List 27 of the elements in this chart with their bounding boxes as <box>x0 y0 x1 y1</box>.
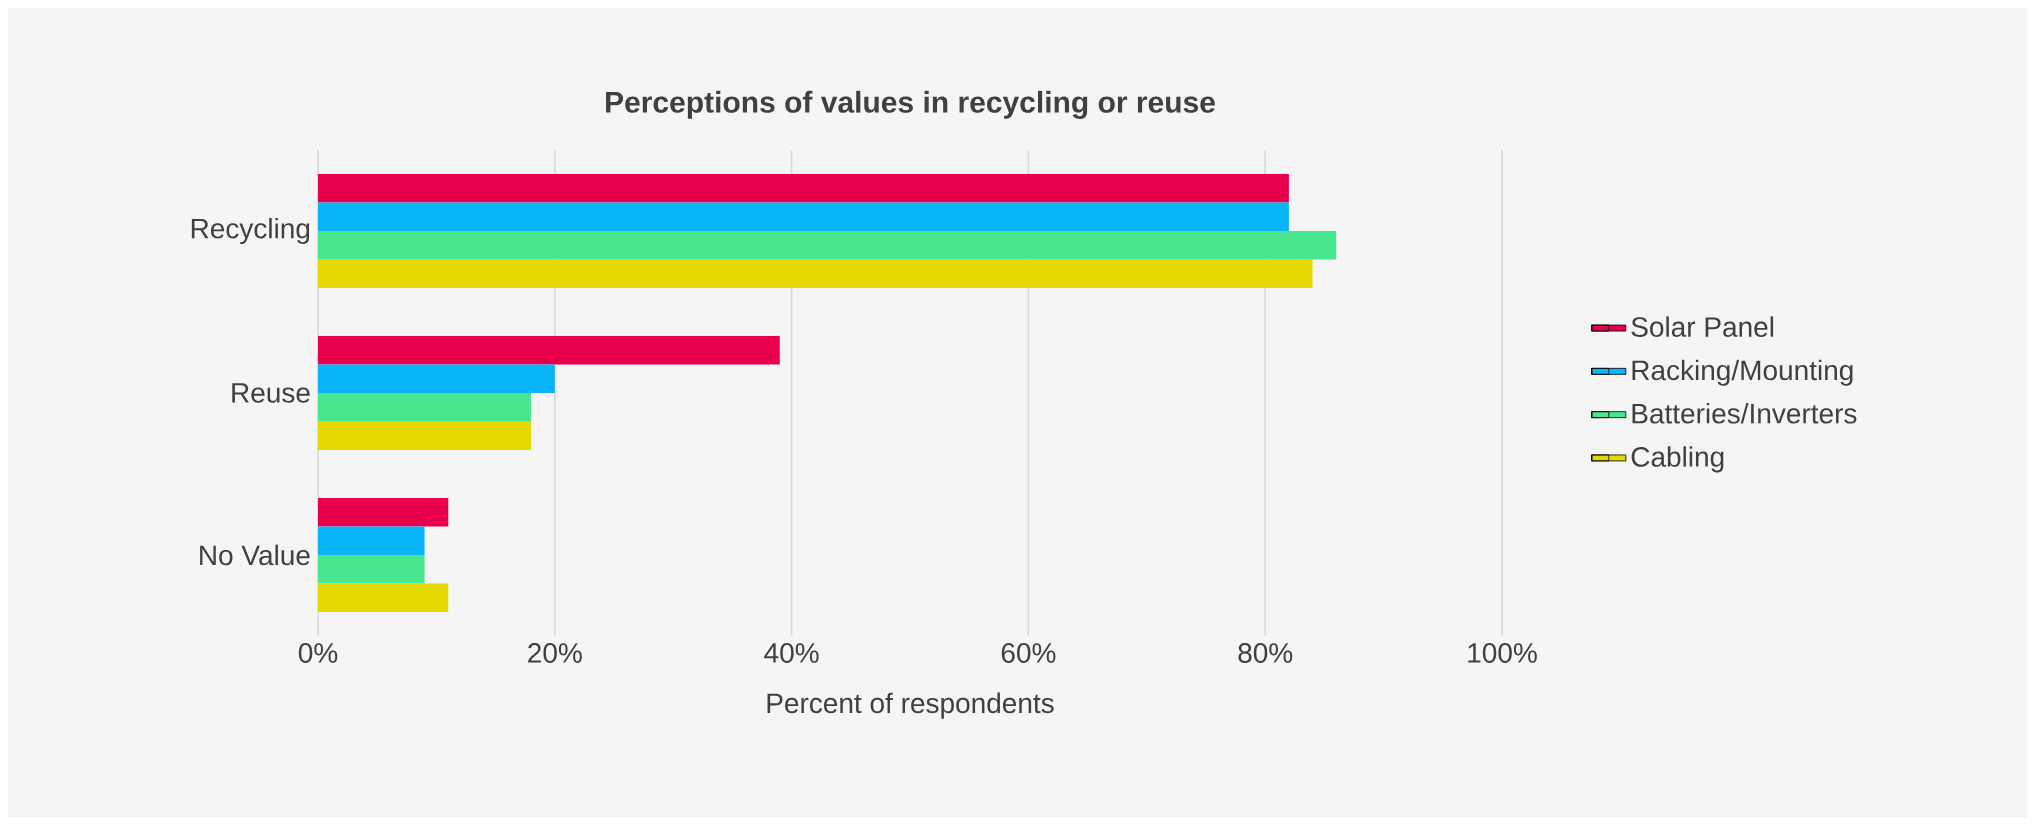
bar <box>318 526 425 555</box>
bar <box>318 259 1313 289</box>
x-tick-label: 80% <box>1238 643 1293 663</box>
bar <box>318 335 780 365</box>
bar <box>318 421 532 451</box>
chart-title: Perceptions of values in recycling or reuse <box>606 90 1215 119</box>
x-tick-label: 40% <box>764 643 819 663</box>
x-tick-label: 60% <box>1001 643 1056 663</box>
bar <box>318 393 532 422</box>
x-tick-label: 0% <box>298 643 338 663</box>
bar <box>318 555 425 584</box>
bar <box>318 583 449 613</box>
x-tick-label: 20% <box>528 643 582 663</box>
legend-label: Cabling <box>1631 446 1724 473</box>
legend-label: Solar Panel <box>1631 316 1774 337</box>
bar <box>318 364 555 393</box>
bar <box>318 173 1289 203</box>
y-tick-label: Recycling <box>191 217 310 245</box>
bar <box>318 231 1337 260</box>
y-tick-label: No Value <box>200 544 310 566</box>
bar <box>318 202 1289 231</box>
legend-label: Batteries/Inverters <box>1632 403 1857 424</box>
legend-label: Racking/Mounting <box>1632 359 1853 386</box>
y-tick-label: Reuse <box>232 383 310 403</box>
x-tick-label: 100% <box>1468 643 1537 663</box>
x-axis-title: Percent of respondents <box>767 692 1054 719</box>
bar <box>318 497 449 527</box>
